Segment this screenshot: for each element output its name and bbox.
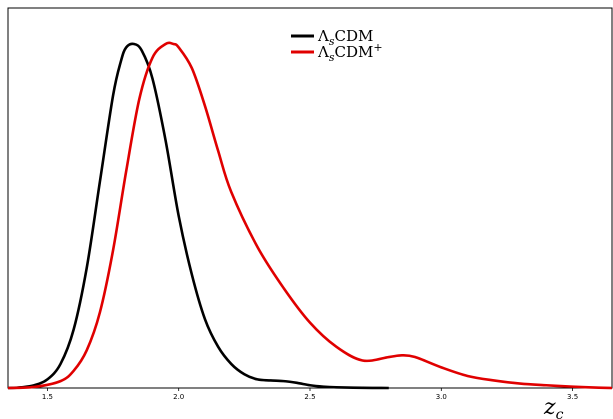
- series-line-lcdm: [7, 42, 389, 390]
- x-tick-label: 1.5: [42, 393, 53, 401]
- x-tick-label: 3.0: [436, 393, 447, 401]
- legend-label-lcdm-plus: ΛsCDM+: [317, 41, 383, 64]
- x-tick-label: 3.5: [567, 393, 578, 401]
- x-tick-label: 2.0: [173, 393, 184, 401]
- series-group: [7, 41, 613, 390]
- series-line-lcdm-plus: [7, 41, 613, 390]
- x-tick-label: 2.5: [304, 393, 315, 401]
- x-axis-label: zc: [543, 395, 564, 419]
- legend: ΛsCDM ΛsCDM+: [291, 27, 383, 64]
- x-axis-ticks: 1.5 2.0 2.5 3.0 3.5: [42, 388, 578, 401]
- legend-label-lcdm: ΛsCDM: [317, 27, 373, 48]
